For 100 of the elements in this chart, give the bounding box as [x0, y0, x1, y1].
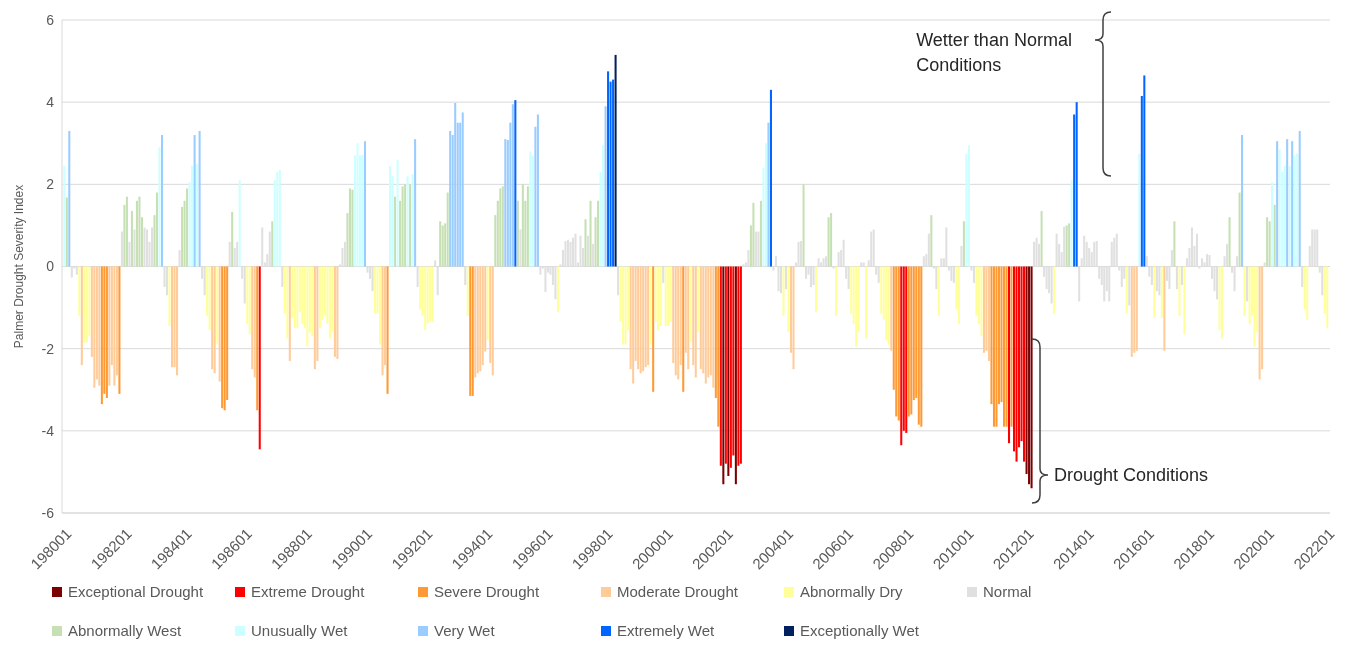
bar	[409, 184, 412, 267]
bar	[1007, 266, 1011, 444]
bar	[351, 189, 354, 267]
bar	[526, 186, 529, 267]
bar	[176, 266, 179, 376]
bar	[895, 266, 898, 417]
bar	[1286, 139, 1289, 267]
bar	[556, 266, 559, 312]
bar	[614, 54, 617, 267]
bar	[759, 200, 762, 267]
bar	[68, 130, 71, 267]
bar	[361, 154, 364, 267]
bar	[802, 184, 805, 267]
bar	[697, 266, 700, 333]
bar	[406, 176, 409, 267]
bar	[887, 266, 890, 345]
y-tick-label: -4	[41, 422, 55, 439]
bar	[193, 135, 196, 267]
bar	[105, 266, 108, 398]
bar	[992, 266, 996, 427]
bar	[108, 266, 111, 386]
bar	[381, 266, 384, 376]
bar	[1075, 102, 1078, 267]
bar	[130, 211, 133, 267]
bar	[597, 200, 600, 267]
bar	[168, 266, 171, 327]
bar	[1273, 204, 1276, 267]
bar	[461, 112, 464, 267]
bar	[386, 266, 389, 394]
bar	[835, 266, 838, 316]
bar	[1248, 266, 1251, 325]
bar	[827, 217, 830, 267]
bar	[930, 215, 933, 267]
bar	[1028, 266, 1031, 485]
bar	[63, 165, 66, 267]
bar	[1298, 130, 1301, 267]
bar	[439, 221, 442, 267]
bar	[1291, 141, 1294, 267]
bar	[238, 180, 241, 267]
bar	[211, 266, 214, 370]
y-tick-label: 2	[46, 176, 55, 193]
bar	[642, 266, 645, 372]
bar	[1173, 221, 1176, 267]
bar	[196, 163, 199, 267]
bar	[311, 266, 314, 337]
bar	[394, 196, 397, 267]
bar	[632, 266, 635, 384]
bar	[1143, 75, 1146, 267]
bar	[271, 221, 274, 267]
bar	[138, 196, 141, 267]
bar	[589, 200, 592, 267]
bar	[1296, 153, 1299, 267]
bar	[1276, 141, 1279, 267]
bar	[982, 266, 985, 353]
bar	[920, 266, 923, 427]
bar	[536, 114, 539, 267]
annotation: Drought Conditions	[1054, 465, 1209, 485]
bar	[1178, 266, 1181, 316]
bar	[1005, 266, 1008, 427]
bar	[724, 266, 727, 464]
bar	[78, 266, 81, 316]
bar	[612, 79, 615, 267]
bar	[373, 266, 377, 314]
bar	[253, 266, 256, 378]
bar	[687, 266, 690, 370]
bar	[198, 130, 201, 267]
bar	[1125, 266, 1128, 314]
bar	[1220, 266, 1224, 339]
bar	[752, 202, 755, 267]
bar	[466, 266, 469, 316]
bar	[604, 106, 607, 267]
bar	[1070, 180, 1073, 267]
bar	[404, 184, 407, 267]
bar	[474, 266, 477, 378]
bar	[1283, 165, 1286, 267]
bar	[491, 266, 494, 376]
bar	[155, 192, 159, 267]
bar	[531, 155, 534, 267]
bar	[218, 266, 221, 382]
y-tick-label: 0	[46, 258, 55, 275]
bar	[712, 266, 715, 388]
bar	[118, 266, 121, 394]
bar	[639, 266, 642, 374]
bar	[414, 139, 417, 267]
bar	[446, 192, 449, 267]
bar	[907, 266, 910, 417]
bar	[917, 266, 920, 425]
bar	[717, 266, 720, 427]
bar	[897, 266, 900, 421]
bar	[213, 266, 216, 374]
bar	[479, 266, 482, 372]
bar	[652, 266, 655, 392]
bar	[231, 211, 234, 267]
bar	[379, 266, 382, 345]
bar	[1138, 153, 1141, 267]
legend-label: Exceptional Drought	[68, 583, 204, 600]
bar	[1253, 266, 1256, 347]
bar	[586, 235, 590, 267]
bar	[1306, 266, 1309, 320]
bar	[764, 143, 767, 267]
